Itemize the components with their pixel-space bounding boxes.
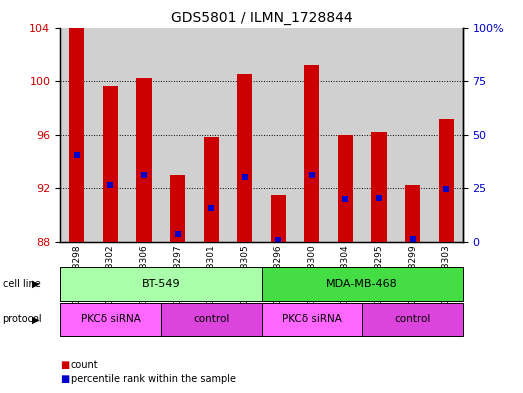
Bar <box>405 185 420 242</box>
Bar <box>262 28 295 242</box>
Text: ▶: ▶ <box>32 314 40 324</box>
Bar <box>362 28 396 242</box>
Bar <box>429 28 463 242</box>
Text: PKCδ siRNA: PKCδ siRNA <box>282 314 342 324</box>
Text: BT-549: BT-549 <box>142 279 180 289</box>
Text: protocol: protocol <box>3 314 42 324</box>
Bar <box>438 119 453 242</box>
Bar <box>338 134 353 242</box>
Text: ■: ■ <box>60 360 70 370</box>
Bar <box>304 65 320 242</box>
Bar <box>127 28 161 242</box>
Bar <box>328 28 362 242</box>
Text: control: control <box>394 314 431 324</box>
Text: ■: ■ <box>60 374 70 384</box>
Bar <box>70 28 85 242</box>
Bar <box>396 28 429 242</box>
Bar <box>271 195 286 242</box>
Text: count: count <box>71 360 98 370</box>
Bar <box>60 28 94 242</box>
Text: cell line: cell line <box>3 279 40 289</box>
Bar <box>371 132 386 242</box>
Bar <box>295 28 328 242</box>
Text: MDA-MB-468: MDA-MB-468 <box>326 279 398 289</box>
Bar <box>228 28 262 242</box>
Text: ▶: ▶ <box>32 279 40 289</box>
Bar <box>103 86 118 242</box>
Text: PKCδ siRNA: PKCδ siRNA <box>81 314 140 324</box>
Bar <box>170 175 185 242</box>
Bar <box>195 28 228 242</box>
Bar <box>203 137 219 242</box>
Bar <box>237 74 252 242</box>
Text: percentile rank within the sample: percentile rank within the sample <box>71 374 235 384</box>
Bar <box>137 78 152 242</box>
Bar <box>94 28 127 242</box>
Title: GDS5801 / ILMN_1728844: GDS5801 / ILMN_1728844 <box>170 11 353 25</box>
Text: control: control <box>193 314 230 324</box>
Bar <box>161 28 195 242</box>
